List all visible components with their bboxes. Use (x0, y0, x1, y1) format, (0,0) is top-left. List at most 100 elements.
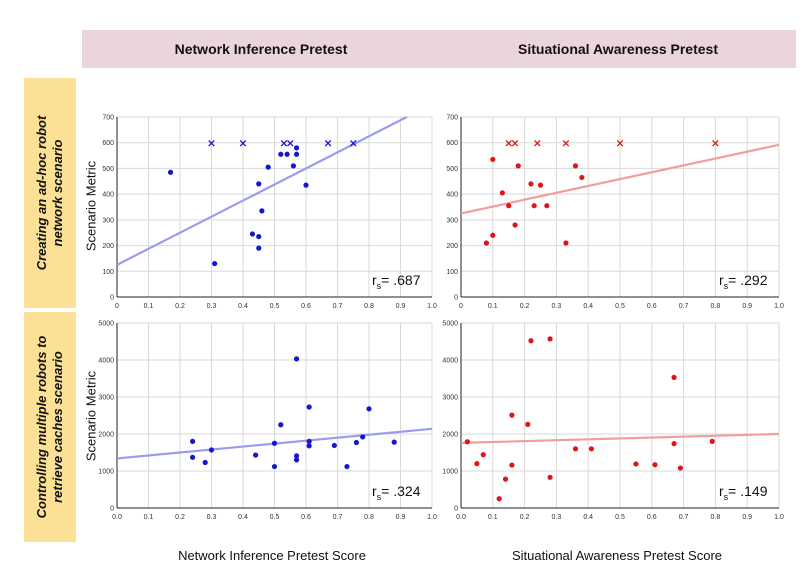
data-point (256, 233, 262, 240)
data-point (671, 374, 677, 380)
y-tick-label: 3000 (98, 395, 114, 402)
x-tick-label: 0.8 (711, 303, 721, 310)
cross-stroke (505, 139, 512, 147)
data-point-cross (616, 139, 624, 147)
x-tick-label: 1.0 (774, 303, 784, 310)
trend-line (460, 143, 780, 215)
x-tick-label: 0.7 (333, 514, 343, 521)
data-point-cross (208, 139, 215, 147)
data-point (190, 454, 196, 460)
data-point (208, 447, 215, 453)
trend-line (116, 116, 408, 266)
data-point (202, 459, 208, 466)
x-tick-label: 0.7 (679, 303, 689, 310)
x-tick-label: 0.9 (742, 514, 752, 521)
data-point (167, 169, 174, 175)
data-point (547, 474, 553, 480)
x-tick-label: 0.2 (520, 514, 530, 521)
x-tick-label: 0.8 (711, 514, 721, 521)
data-point (528, 181, 534, 187)
data-point (253, 452, 259, 458)
data-point (271, 463, 278, 470)
data-point (677, 465, 684, 471)
cross-stroke (616, 139, 624, 147)
y-tick-label: 4000 (98, 358, 114, 365)
x-tick-label: 0.4 (238, 514, 248, 521)
x-tick-label: 0.2 (175, 303, 185, 310)
data-point (306, 404, 312, 410)
data-point (480, 452, 486, 458)
cross-stroke (324, 139, 332, 147)
data-point-cross (534, 139, 541, 147)
data-point (293, 145, 300, 151)
y-tick-label: 2000 (98, 432, 114, 439)
data-point (709, 438, 715, 444)
data-point (293, 453, 300, 459)
correlation-annotation: rs= .149 (719, 483, 768, 502)
data-point (531, 203, 537, 209)
column-header-network-inference: Network Inference Pretest (82, 30, 440, 68)
x-tick-label: 0.1 (488, 303, 498, 310)
data-point (303, 182, 309, 188)
x-tick-label: 0.4 (238, 303, 248, 310)
x-tick-label: 0.6 (647, 303, 657, 310)
correlation-annotation: rs= .324 (372, 483, 421, 502)
data-point (563, 240, 569, 246)
data-point (499, 190, 505, 196)
data-point (366, 406, 372, 412)
x-tick-label: 0 (459, 303, 463, 310)
plot-panel-4: 0.0 0.1 0.2 0.3 0.4 0.5 0.6 0.7 0.8 0.9 1.0 0 1000 20… (442, 321, 784, 522)
data-point (544, 203, 550, 209)
cross-stroke (511, 139, 519, 147)
data-point (652, 462, 658, 468)
x-tick-label: 1.0 (427, 514, 437, 521)
y-tick-label: 600 (102, 140, 114, 147)
data-point (547, 336, 553, 342)
x-tick-label: 0.6 (301, 303, 311, 310)
data-point (512, 222, 518, 228)
cross-stroke (534, 139, 541, 147)
data-point (515, 163, 521, 169)
x-tick-label: 0.6 (301, 514, 311, 521)
x-tick-label: 0.9 (396, 303, 406, 310)
data-point (588, 446, 594, 452)
y-tick-label: 3000 (442, 395, 458, 402)
data-point (256, 181, 262, 187)
data-point (525, 421, 531, 427)
data-point (190, 438, 196, 444)
y-tick-label: 5000 (98, 321, 114, 328)
data-point (278, 151, 284, 157)
y-tick-label: 0 (454, 506, 458, 513)
data-point-cross (511, 139, 519, 147)
x-tick-label: 1.0 (427, 303, 437, 310)
y-tick-label: 500 (102, 166, 114, 173)
data-point (278, 422, 284, 428)
data-point-cross (349, 139, 357, 147)
x-tick-label: 0.6 (647, 514, 657, 521)
y-tick-label: 100 (446, 269, 458, 276)
x-tick-label: 0.5 (270, 514, 280, 521)
data-point (306, 438, 312, 444)
x-tick-label: 0.7 (679, 514, 689, 521)
x-axis-label-left: Network Inference Pretest Score (178, 548, 366, 563)
data-point (490, 156, 496, 163)
y-tick-label: 200 (446, 243, 458, 250)
x-tick-label: 0.3 (207, 303, 217, 310)
data-point (506, 203, 512, 209)
x-tick-label: 0.5 (270, 303, 280, 310)
x-tick-label: 0.5 (615, 303, 625, 310)
data-point (290, 163, 296, 169)
column-header-situational-awareness: Situational Awareness Pretest (440, 30, 796, 68)
data-point (249, 231, 256, 237)
x-tick-label: 0.9 (396, 514, 406, 521)
column-header-label: Situational Awareness Pretest (518, 41, 718, 57)
data-point-cross (562, 139, 570, 147)
data-point-cross (324, 139, 332, 147)
x-tick-label: 0.1 (144, 514, 154, 521)
data-point-cross (286, 139, 294, 147)
row-header-retrieve-caches: Controlling multiple robots to retrieve … (24, 312, 76, 542)
x-tick-label: 0.4 (583, 514, 593, 521)
data-point (490, 232, 496, 238)
correlation-annotation: rs= .687 (372, 272, 421, 291)
